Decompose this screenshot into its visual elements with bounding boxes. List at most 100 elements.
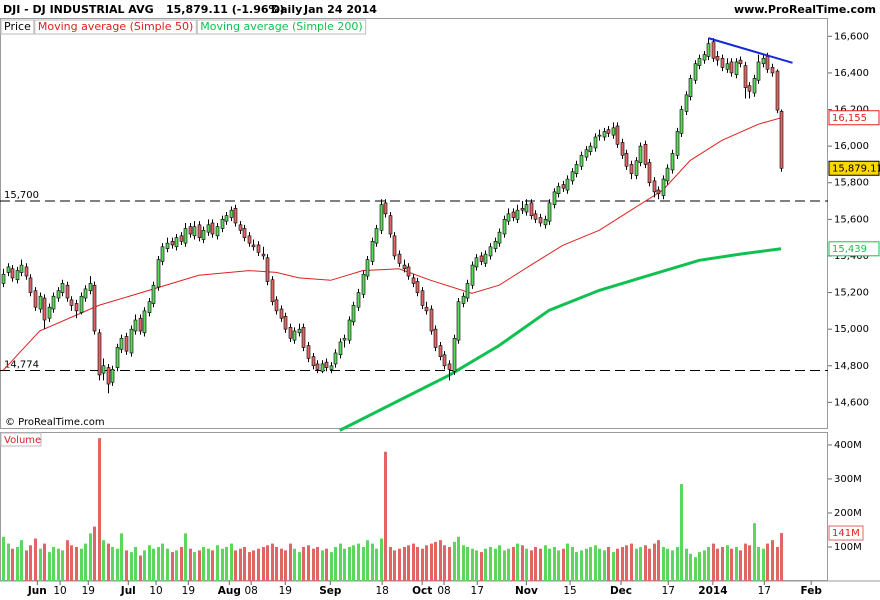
volume-bar (562, 548, 565, 581)
volume-bar (11, 548, 14, 581)
volume-bar (521, 545, 524, 581)
volume-bar (102, 540, 105, 581)
moving-average (339, 247, 782, 432)
y-tick-label: 15,600 (834, 214, 869, 225)
volume-bar (730, 548, 733, 581)
volume-bar (216, 545, 219, 581)
candle-body (765, 56, 770, 70)
candle-body (347, 319, 352, 341)
last-label: 16,155 (832, 113, 867, 124)
candle-body (693, 63, 698, 81)
legend-entry: Price (4, 20, 31, 33)
candle-body (734, 61, 739, 76)
candle-body (28, 277, 33, 293)
volume-bar (607, 546, 610, 581)
volume-bar (534, 546, 537, 581)
volume-bar (635, 548, 638, 581)
candle-body (397, 253, 402, 264)
volume-bar (239, 548, 242, 581)
volume-bar (498, 545, 501, 581)
volume-bar (771, 540, 774, 581)
candle-body (19, 264, 24, 273)
y-tick-label: 16,000 (834, 141, 869, 152)
candle-body (33, 290, 38, 308)
volume-bar (462, 545, 465, 581)
volume-bar (662, 546, 665, 581)
x-tick-label: 19 (182, 585, 195, 597)
volume-bar (202, 546, 205, 581)
volume-bar (225, 546, 228, 581)
volume-bar (530, 550, 533, 581)
x-tick-label: 19 (279, 585, 292, 597)
volume-bar (175, 550, 178, 581)
volume-bar (52, 546, 55, 581)
volume-bar (393, 550, 396, 581)
candle-body (329, 365, 334, 370)
candle-body (579, 154, 584, 167)
x-tick-label: 08 (437, 585, 450, 597)
candle-body (283, 316, 288, 330)
volume-bar (512, 546, 515, 581)
candle-body (442, 354, 447, 367)
candle-body (652, 180, 657, 193)
volume-bar (621, 546, 624, 581)
volume-bar (98, 438, 101, 581)
candle-body (506, 213, 511, 222)
candle-body (470, 264, 475, 286)
candle-body (511, 211, 516, 218)
volume-bar (352, 545, 355, 581)
candle-body (170, 241, 175, 246)
candle-body (725, 63, 730, 70)
candle-body (656, 189, 661, 195)
candle-body (597, 134, 602, 137)
candle-body (192, 226, 197, 237)
volume-bar (694, 557, 697, 581)
volume-bar (766, 543, 769, 581)
volume-bar (43, 543, 46, 581)
candle-body (588, 145, 593, 152)
candle-body (210, 222, 215, 235)
candle-body (197, 224, 202, 238)
volume-bar (348, 546, 351, 581)
volume-bar (39, 548, 42, 581)
volume-bar (293, 548, 296, 581)
candle-body (174, 237, 179, 248)
x-tick-label: 10 (149, 585, 162, 597)
y-tick-label: 15,800 (834, 178, 869, 189)
volume-bar (57, 548, 60, 581)
candle-body (265, 257, 270, 282)
x-tick-label: Jul (120, 585, 136, 597)
legend-entry: Moving average (Simple 50) (38, 20, 193, 33)
candle-body (288, 327, 293, 339)
candle-body (274, 299, 279, 312)
candle-body (297, 328, 302, 334)
candle-body (60, 283, 65, 293)
volume-bar (648, 548, 651, 581)
volume-bar (548, 548, 551, 581)
volume-bar (594, 545, 597, 581)
candle-body (556, 186, 561, 195)
volume-bar (398, 548, 401, 581)
candle-body (433, 328, 438, 348)
x-tick-label: Feb (800, 585, 822, 597)
volume-bar (403, 546, 406, 581)
candle-body (74, 303, 79, 312)
y-tick-label: 14,800 (834, 361, 869, 372)
volume-bar (748, 545, 751, 581)
candle-body (743, 65, 748, 88)
volume-bar (575, 552, 578, 581)
candle-body (392, 235, 397, 257)
candle-body (92, 284, 97, 332)
price-panel (0, 18, 828, 429)
x-tick-label: Dec (610, 585, 632, 597)
candle-body (47, 306, 52, 319)
volume-bar (157, 546, 160, 581)
candle-body (438, 345, 443, 357)
volume-bar (671, 550, 674, 581)
volume-bar (457, 536, 460, 581)
volume-bar (416, 546, 419, 581)
copyright: © ProRealTime.com (5, 417, 105, 428)
candle-body (147, 301, 152, 313)
period: Daily (271, 3, 302, 16)
volume-bar (34, 538, 37, 581)
